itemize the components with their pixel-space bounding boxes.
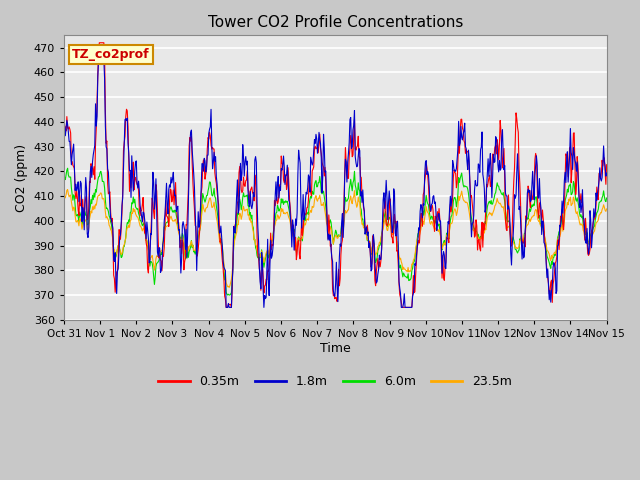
1.8m: [95, 57, 102, 63]
23.5m: [182, 252, 189, 257]
6.0m: [224, 292, 232, 298]
1.8m: [127, 168, 134, 173]
1.8m: [403, 304, 410, 310]
6.0m: [64, 166, 72, 171]
0.35m: [222, 304, 230, 310]
Title: Tower CO2 Profile Concentrations: Tower CO2 Profile Concentrations: [207, 15, 463, 30]
6.0m: [603, 195, 611, 201]
0.35m: [127, 171, 134, 177]
0.35m: [603, 162, 611, 168]
0.35m: [419, 223, 426, 229]
X-axis label: Time: Time: [320, 342, 351, 355]
6.0m: [60, 174, 68, 180]
1.8m: [70, 141, 77, 147]
Text: TZ_co2prof: TZ_co2prof: [72, 48, 150, 61]
23.5m: [64, 187, 72, 192]
1.8m: [182, 247, 189, 252]
Line: 23.5m: 23.5m: [64, 190, 607, 288]
Line: 1.8m: 1.8m: [64, 60, 607, 307]
6.0m: [403, 274, 410, 280]
23.5m: [603, 206, 611, 212]
1.8m: [222, 304, 230, 310]
6.0m: [210, 185, 218, 191]
0.35m: [60, 135, 68, 141]
23.5m: [403, 268, 410, 274]
0.35m: [403, 304, 410, 310]
23.5m: [419, 222, 426, 228]
6.0m: [419, 214, 426, 219]
23.5m: [225, 285, 233, 290]
Y-axis label: CO2 (ppm): CO2 (ppm): [15, 144, 28, 212]
Line: 0.35m: 0.35m: [64, 43, 607, 307]
0.35m: [210, 146, 218, 152]
0.35m: [70, 164, 77, 169]
23.5m: [60, 193, 68, 199]
Legend: 0.35m, 1.8m, 6.0m, 23.5m: 0.35m, 1.8m, 6.0m, 23.5m: [154, 370, 517, 393]
1.8m: [419, 215, 426, 221]
23.5m: [210, 199, 218, 205]
23.5m: [127, 218, 134, 224]
Line: 6.0m: 6.0m: [64, 168, 607, 295]
0.35m: [182, 255, 189, 261]
23.5m: [70, 205, 78, 211]
6.0m: [182, 256, 189, 262]
1.8m: [603, 170, 611, 176]
0.35m: [95, 40, 103, 46]
1.8m: [60, 124, 68, 130]
1.8m: [210, 149, 218, 155]
6.0m: [70, 193, 78, 199]
6.0m: [127, 209, 134, 215]
